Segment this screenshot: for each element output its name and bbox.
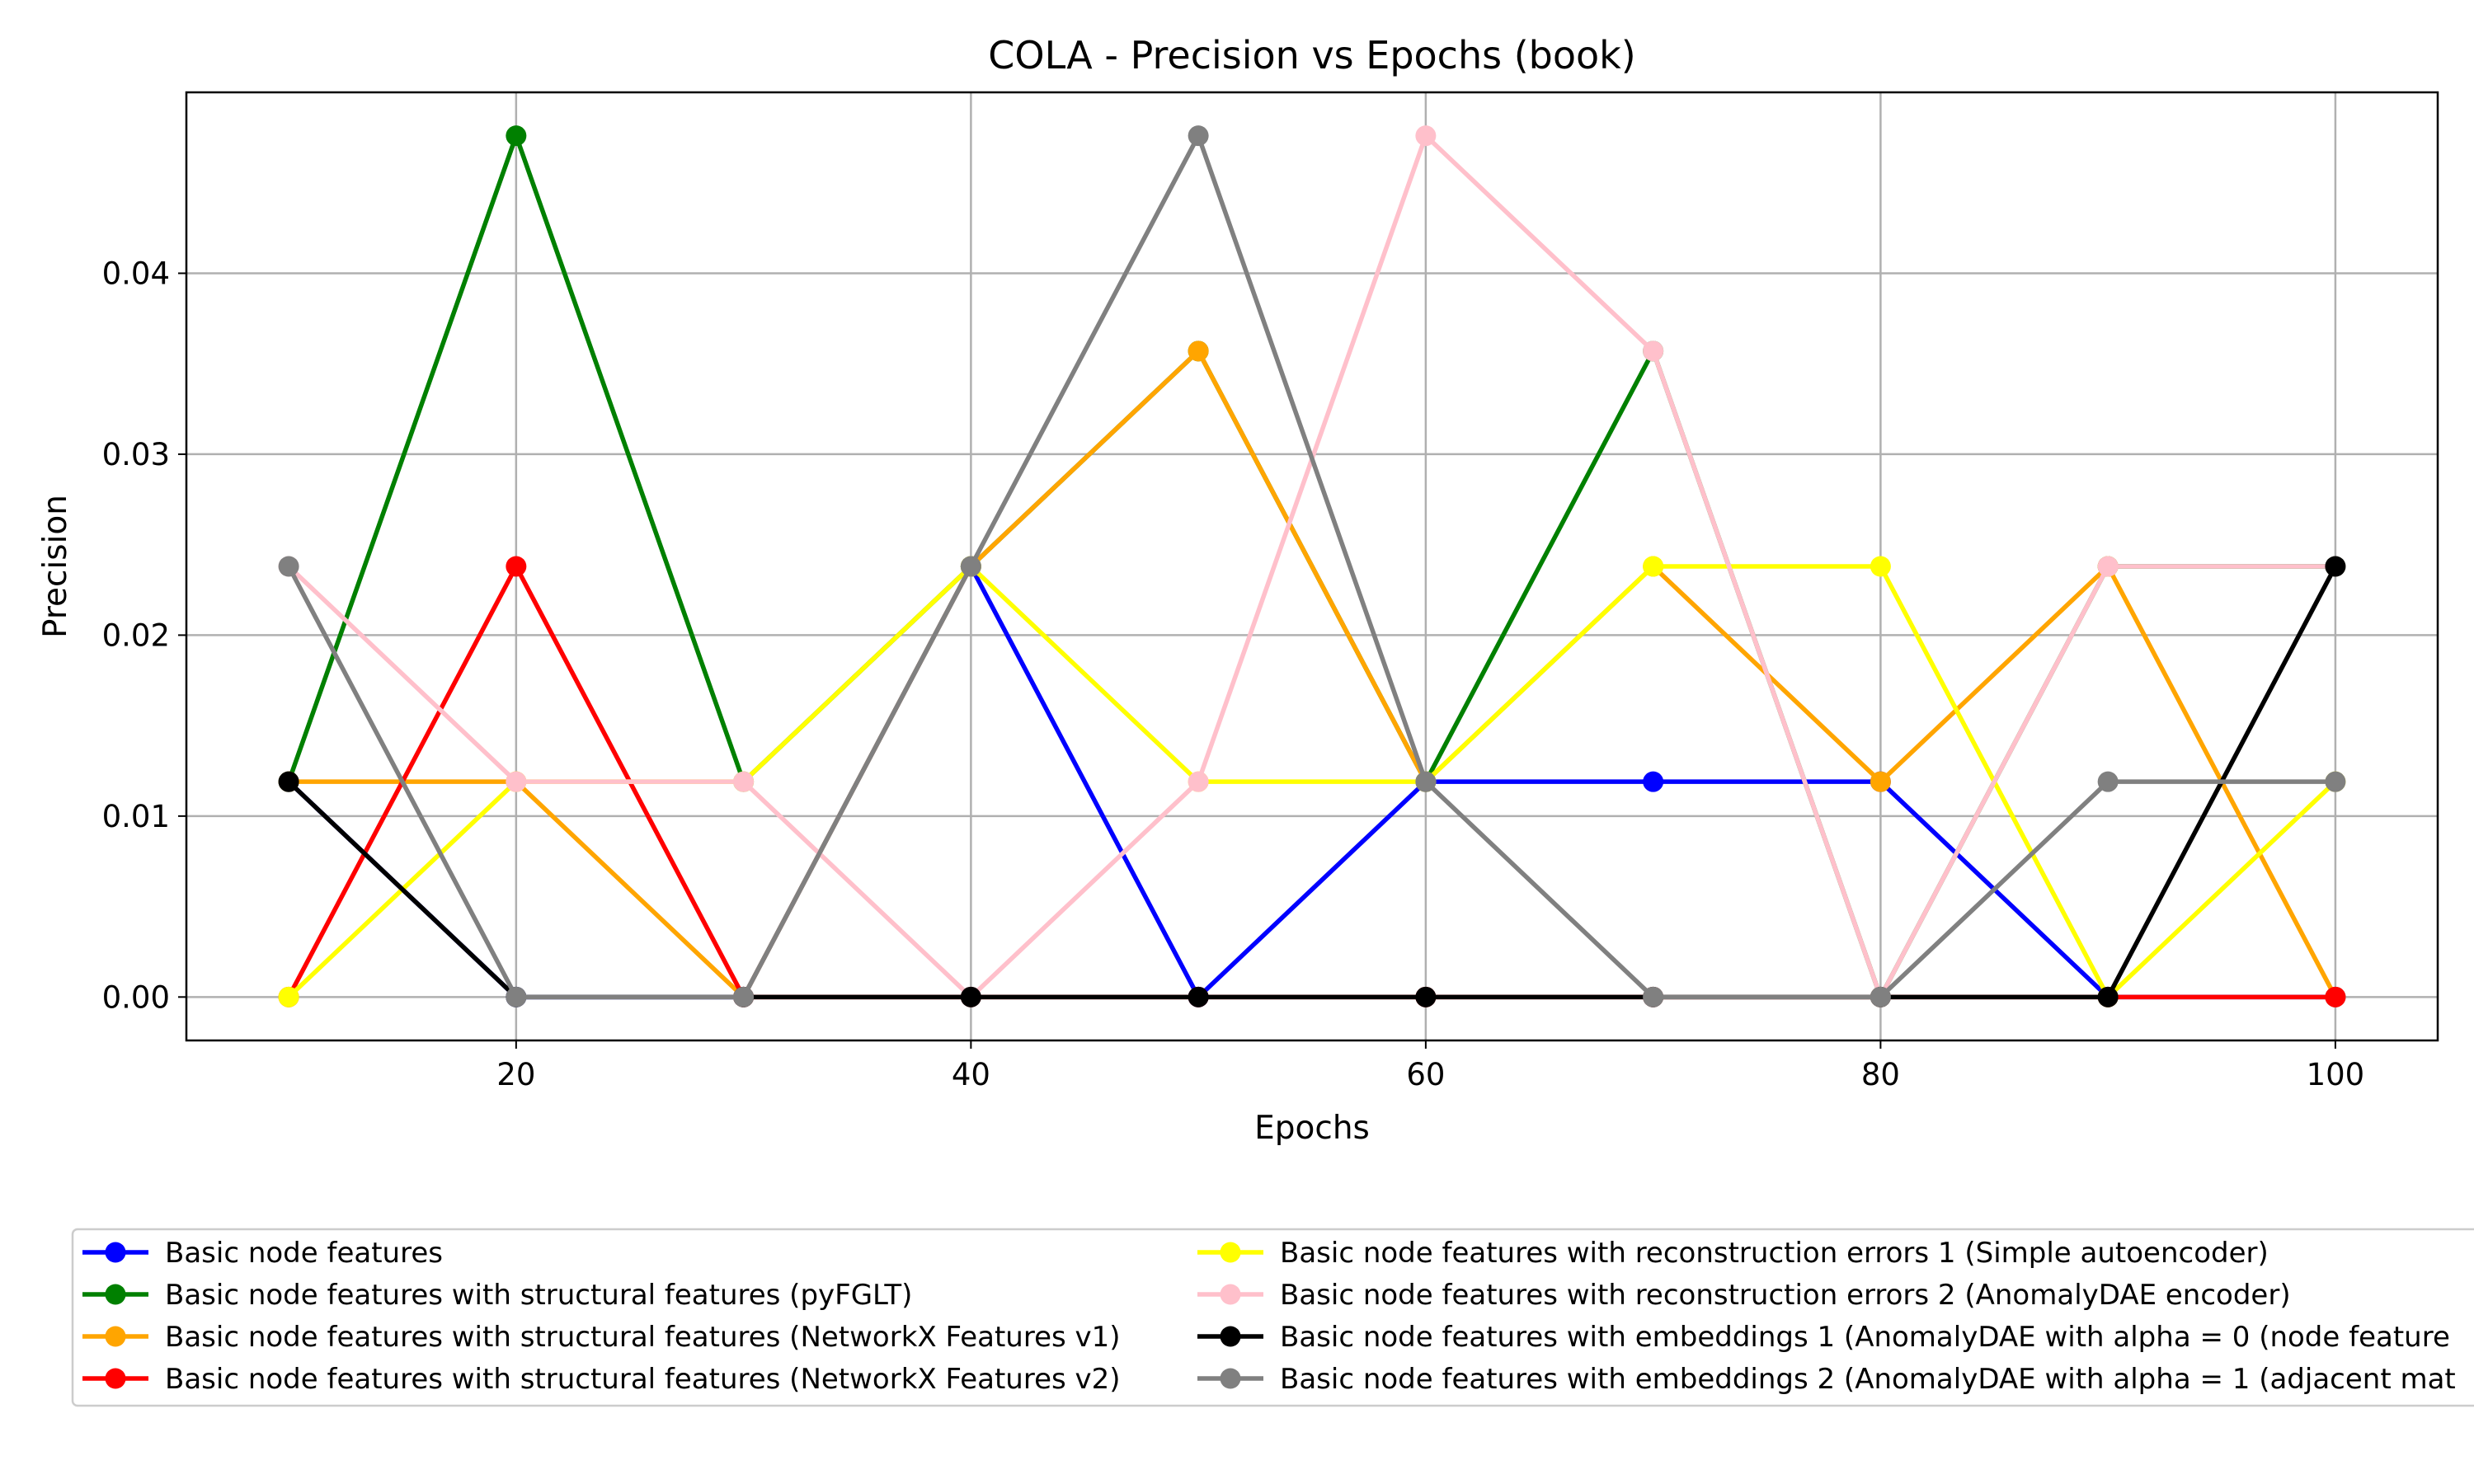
series-layer (278, 125, 2346, 1007)
legend-label: Basic node features (165, 1237, 443, 1270)
data-point (1643, 340, 1664, 362)
data-point (1188, 986, 1209, 1007)
data-point (1870, 986, 1891, 1007)
legend-label: Basic node features with structural feat… (165, 1321, 1121, 1354)
y-tick-label: 0.01 (102, 799, 170, 834)
legend-item: Basic node features with embeddings 1 (A… (1197, 1321, 2450, 1354)
legend-item: Basic node features with reconstruction … (1197, 1237, 2269, 1270)
data-point (1415, 771, 1437, 792)
data-point (278, 986, 299, 1007)
series-line (286, 133, 2335, 1000)
x-tick-label: 100 (2307, 1057, 2365, 1092)
data-point (1870, 556, 1891, 577)
legend-item: Basic node features (82, 1237, 443, 1270)
data-point (1643, 986, 1664, 1007)
y-tick-label: 0.04 (102, 256, 170, 291)
y-tick-label: 0.03 (102, 437, 170, 472)
data-point (1188, 771, 1209, 792)
legend-marker (1220, 1242, 1241, 1263)
data-point (960, 986, 981, 1007)
x-tick-label: 80 (1861, 1057, 1900, 1092)
data-point (506, 125, 527, 147)
data-point (506, 556, 527, 577)
legend-item: Basic node features with reconstruction … (1197, 1279, 2291, 1312)
x-tick-label: 60 (1406, 1057, 1445, 1092)
legend-item: Basic node features with embeddings 2 (A… (1197, 1363, 2456, 1396)
x-tick-label: 40 (952, 1057, 990, 1092)
legend-marker (105, 1242, 126, 1263)
legend-box (71, 1228, 2474, 1407)
legend-item: Basic node features with structural feat… (82, 1321, 1121, 1354)
y-tick-label: 0.00 (102, 979, 170, 1015)
data-point (2325, 556, 2346, 577)
legend-label: Basic node features with embeddings 1 (A… (1280, 1321, 2450, 1354)
data-point (2097, 986, 2119, 1007)
data-point (278, 771, 299, 792)
legend: Basic node features Basic node features w… (71, 1228, 2474, 1407)
data-point (1188, 340, 1209, 362)
legend-marker (1220, 1368, 1241, 1389)
data-point (506, 986, 527, 1007)
legend-label: Basic node features with reconstruction … (1280, 1279, 2291, 1312)
x-axis-label: Epochs (1254, 1110, 1370, 1147)
legend-label: Basic node features with embeddings 2 (A… (1280, 1363, 2456, 1396)
series-3 (278, 340, 2346, 1007)
y-axis-label: Precision (37, 495, 74, 638)
data-point (1188, 125, 1209, 147)
x-tick-label: 20 (496, 1057, 535, 1092)
data-point (733, 986, 755, 1007)
series-line (289, 349, 2338, 1000)
chart-title: COLA - Precision vs Epochs (book) (988, 33, 1635, 77)
legend-label: Basic node features with structural feat… (165, 1363, 1121, 1396)
data-point (960, 556, 981, 577)
legend-label: Basic node features with reconstruction … (1280, 1237, 2269, 1270)
legend-marker (105, 1284, 126, 1305)
series-8 (278, 125, 2346, 1007)
data-point (506, 771, 527, 792)
plot-frame (185, 91, 2439, 1042)
data-point (1415, 986, 1437, 1007)
legend-marker (1220, 1326, 1241, 1347)
data-point (1643, 771, 1664, 792)
legend-label: Basic node features with structural feat… (165, 1279, 912, 1312)
data-point (2097, 771, 2119, 792)
legend-marker (1220, 1284, 1241, 1305)
data-point (1870, 771, 1891, 792)
data-point (1643, 556, 1664, 577)
axis-ticks: 20 40 60 80 100 0.00 0.01 0.02 0.03 0.04 (102, 256, 2365, 1092)
legend-marker (105, 1326, 126, 1347)
y-tick-label: 0.02 (102, 618, 170, 653)
data-point (733, 771, 755, 792)
data-point (1415, 125, 1437, 147)
legend-marker (105, 1368, 126, 1389)
legend-item: Basic node features with structural feat… (82, 1279, 912, 1312)
data-point (2097, 556, 2119, 577)
data-point (2325, 771, 2346, 792)
data-point (278, 556, 299, 577)
legend-item: Basic node features with structural feat… (82, 1363, 1121, 1396)
data-point (2325, 986, 2346, 1007)
